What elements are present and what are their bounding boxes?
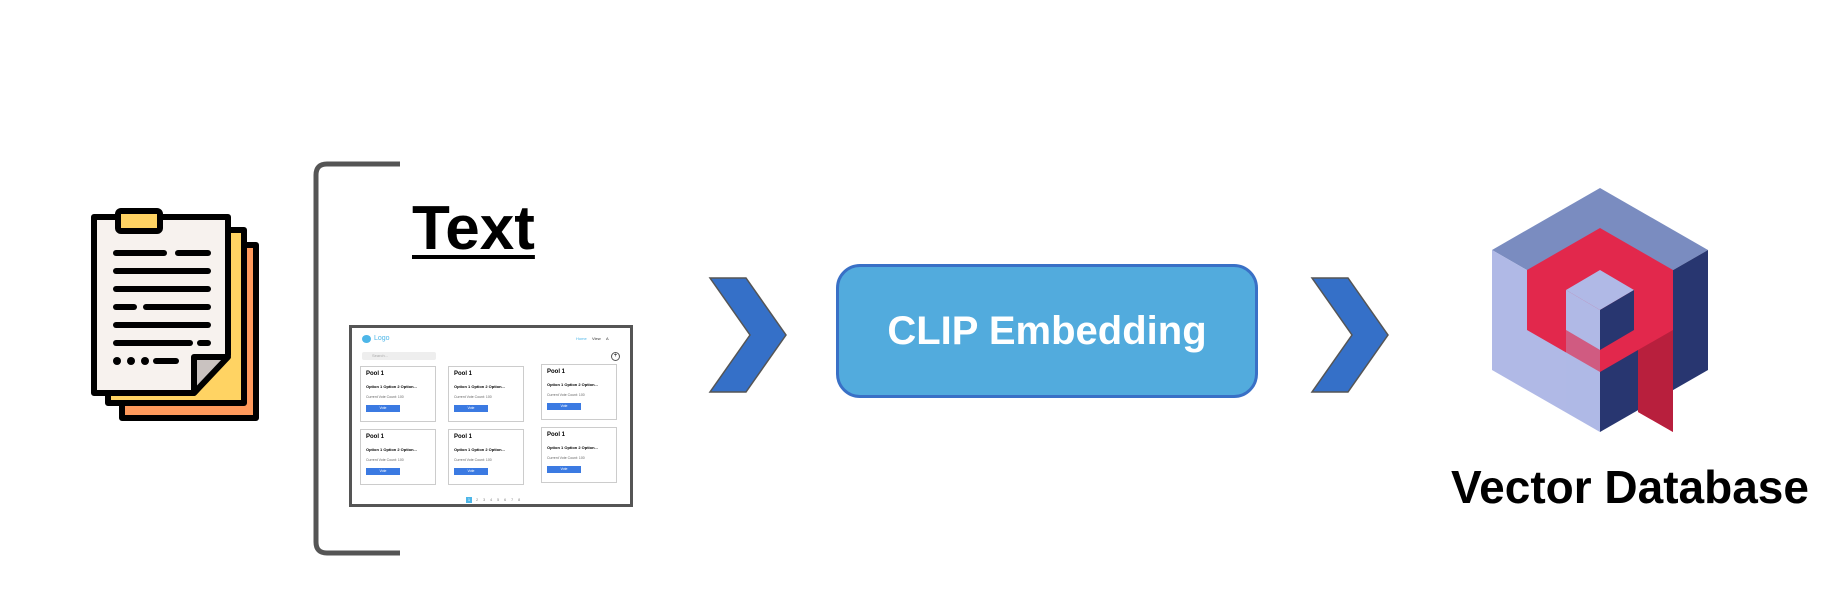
card-button: Vote bbox=[454, 468, 488, 475]
card-options: Option 1 Option 2 Option... bbox=[366, 384, 417, 389]
mock-nav-view: View bbox=[592, 336, 601, 341]
card-count: Current Vote Count: 100 bbox=[366, 458, 404, 462]
card-button: Vote bbox=[366, 468, 400, 475]
mock-page: 5 bbox=[497, 497, 500, 502]
card-options: Option 1 Option 2 Option... bbox=[366, 447, 417, 452]
card-button: Vote bbox=[547, 466, 581, 473]
mock-card: Pool 1 Option 1 Option 2 Option... Curre… bbox=[541, 427, 617, 483]
card-title: Pool 1 bbox=[547, 369, 566, 375]
mock-card: Pool 1 Option 1 Option 2 Option... Curre… bbox=[360, 366, 436, 422]
card-button: Vote bbox=[366, 405, 400, 412]
card-title: Pool 1 bbox=[454, 434, 473, 440]
card-count: Current Vote Count: 100 bbox=[454, 458, 492, 462]
mock-card: Pool 1 Option 1 Option 2 Option... Curre… bbox=[448, 366, 524, 422]
ui-mockup-screenshot: Logo Home View A Search... + Pool 1 Opti… bbox=[349, 325, 633, 507]
card-title: Pool 1 bbox=[454, 371, 473, 377]
card-count: Current Vote Count: 100 bbox=[547, 456, 585, 460]
card-options: Option 1 Option 2 Option... bbox=[547, 445, 598, 450]
card-count: Current Vote Count: 100 bbox=[366, 395, 404, 399]
mock-page: 7 bbox=[511, 497, 514, 502]
mock-page-1: 1 bbox=[466, 497, 472, 503]
mock-logo: Logo bbox=[374, 335, 390, 342]
mock-search-input: Search... bbox=[362, 352, 436, 360]
vector-database-label: Vector Database bbox=[1451, 461, 1809, 513]
card-options: Option 1 Option 2 Option... bbox=[454, 384, 505, 389]
card-button: Vote bbox=[547, 403, 581, 410]
mock-card: Pool 1 Option 1 Option 2 Option... Curre… bbox=[541, 364, 617, 420]
card-options: Option 1 Option 2 Option... bbox=[547, 382, 598, 387]
chevron-right-icon bbox=[1310, 277, 1389, 393]
mock-nav-account: A bbox=[606, 336, 609, 341]
group-bracket bbox=[313, 161, 400, 556]
card-title: Pool 1 bbox=[366, 371, 385, 377]
mock-page: 3 bbox=[483, 497, 486, 502]
clip-embedding-label: CLIP Embedding bbox=[887, 308, 1207, 353]
chevron-right-icon bbox=[708, 277, 787, 393]
clipboard-document-icon bbox=[91, 208, 259, 421]
clip-embedding-box: CLIP Embedding bbox=[836, 264, 1258, 398]
text-heading: Text bbox=[412, 194, 535, 263]
mock-page: 4 bbox=[490, 497, 493, 502]
card-count: Current Vote Count: 100 bbox=[547, 393, 585, 397]
mock-card: Pool 1 Option 1 Option 2 Option... Curre… bbox=[448, 429, 524, 485]
card-title: Pool 1 bbox=[366, 434, 385, 440]
mock-add-icon: + bbox=[611, 352, 620, 361]
card-count: Current Vote Count: 100 bbox=[454, 395, 492, 399]
mock-nav-home: Home bbox=[576, 336, 587, 341]
mock-card: Pool 1 Option 1 Option 2 Option... Curre… bbox=[360, 429, 436, 485]
card-button: Vote bbox=[454, 405, 488, 412]
logo-icon bbox=[362, 335, 371, 343]
mock-page: 8 bbox=[518, 497, 521, 502]
card-options: Option 1 Option 2 Option... bbox=[454, 447, 505, 452]
mock-page: 6 bbox=[504, 497, 507, 502]
card-title: Pool 1 bbox=[547, 432, 566, 438]
qdrant-cube-logo-icon bbox=[1492, 188, 1708, 432]
mock-page: 2 bbox=[476, 497, 479, 502]
